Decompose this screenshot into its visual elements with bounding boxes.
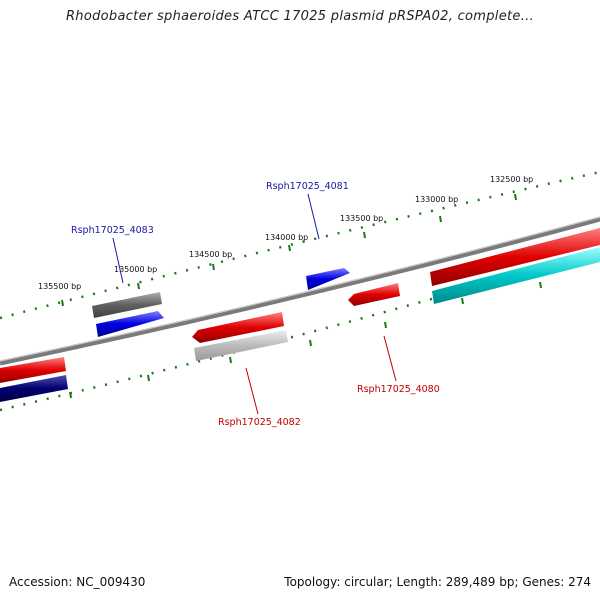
tick-label: 134500 bp	[189, 250, 232, 259]
gene-label[interactable]: Rsph17025_4081	[266, 181, 349, 192]
gene-leader-line	[245, 367, 259, 415]
tick-label: 134000 bp	[265, 233, 308, 242]
gene-leader-line	[112, 237, 124, 284]
gene-arrow[interactable]	[430, 228, 600, 286]
gene-leader-line	[307, 193, 320, 240]
gene-leader-line	[383, 335, 397, 382]
gene-label[interactable]: Rsph17025_4083	[71, 225, 154, 236]
plasmid-backbone-highlight	[0, 216, 600, 362]
page-title: Rhodobacter sphaeroides ATCC 17025 plasm…	[65, 9, 535, 24]
gene-arrow[interactable]	[0, 357, 66, 383]
tick-label: 135500 bp	[38, 282, 81, 291]
gene-arrow[interactable]	[92, 292, 162, 318]
inner-major-ticks	[69, 281, 542, 399]
tick-label: 133500 bp	[340, 214, 383, 223]
gene-label[interactable]: Rsph17025_4080	[357, 384, 440, 395]
gene-arrow[interactable]	[306, 268, 350, 290]
accession-text: Accession: NC_009430	[9, 575, 146, 589]
gene-label[interactable]: Rsph17025_4082	[218, 417, 301, 428]
gene-arrow[interactable]	[0, 375, 68, 402]
gene-arrow[interactable]	[432, 247, 600, 304]
gene-arrow[interactable]	[348, 283, 400, 306]
gene-arrow[interactable]	[96, 311, 164, 337]
gene-arrow[interactable]	[194, 330, 288, 361]
gene-arrow[interactable]	[192, 312, 284, 343]
tick-label: 133000 bp	[415, 195, 458, 204]
plasmid-backbone	[0, 216, 600, 366]
outer-major-ticks	[61, 193, 517, 307]
summary-text: Topology: circular; Length: 289,489 bp; …	[284, 575, 591, 589]
tick-label: 132500 bp	[490, 175, 533, 184]
tick-label: 135000 bp	[114, 265, 157, 274]
